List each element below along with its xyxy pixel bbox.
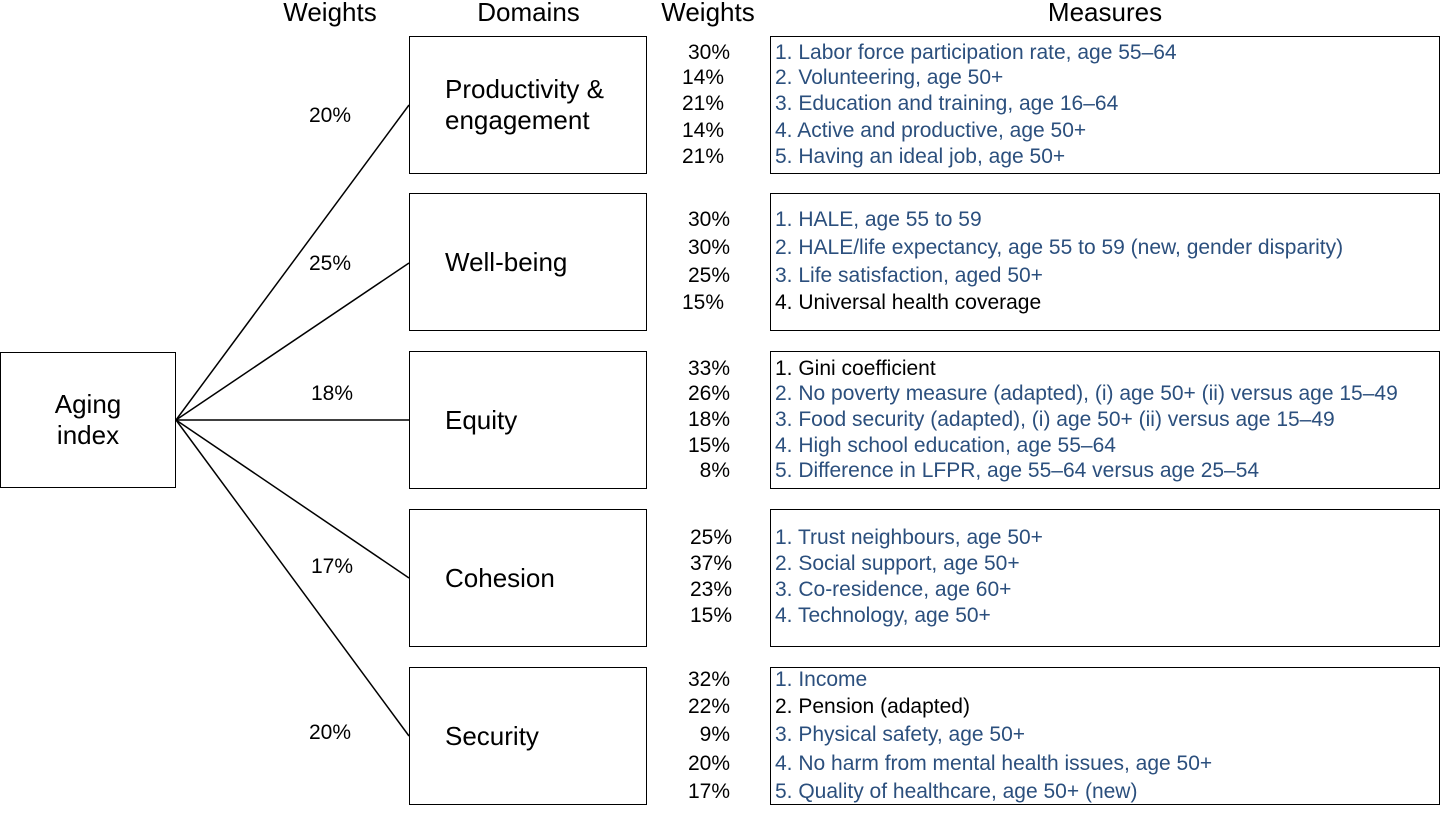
- measures-box-equity: [770, 351, 1440, 489]
- measure-text: 4. High school education, age 55–64: [775, 434, 1116, 457]
- measure-weight: 30%: [687, 41, 730, 64]
- aging-index-box: Aging index: [0, 352, 176, 488]
- measure-text: 2. Social support, age 50+: [775, 552, 1020, 575]
- domain-label: Cohesion: [445, 562, 555, 593]
- domain-box-equity: Equity: [409, 351, 647, 489]
- connector-line-productivity: [175, 104, 410, 421]
- domains-header: Domains: [477, 0, 580, 27]
- measure-weight: 21%: [681, 92, 724, 115]
- measure-text: 1. Labor force participation rate, age 5…: [775, 41, 1177, 64]
- measure-weight: 23%: [689, 578, 732, 601]
- measure-weight: 25%: [687, 264, 730, 287]
- domain-weight-productivity: 20%: [308, 104, 352, 127]
- measure-text: 5. Having an ideal job, age 50+: [775, 145, 1066, 168]
- measure-text: 2. HALE/life expectancy, age 55 to 59 (n…: [775, 236, 1344, 259]
- measure-text: 3. Physical safety, age 50+: [775, 723, 1026, 746]
- measure-weight: 9%: [699, 723, 730, 746]
- measure-text: 3. Life satisfaction, aged 50+: [775, 264, 1043, 287]
- measure-weight: 33%: [687, 357, 730, 380]
- measure-weight: 14%: [681, 66, 724, 89]
- domain-box-security: Security: [409, 667, 647, 805]
- measure-text: 4. No harm from mental health issues, ag…: [775, 752, 1213, 775]
- measure-weight: 32%: [687, 668, 730, 691]
- measure-text: 4. Active and productive, age 50+: [775, 119, 1087, 142]
- domain-weight-equity: 18%: [310, 382, 354, 405]
- domain-label: Well-being: [445, 246, 568, 277]
- measure-text: 1. HALE, age 55 to 59: [775, 208, 982, 231]
- measure-text: 4. Universal health coverage: [775, 291, 1042, 314]
- measure-weight: 14%: [681, 119, 724, 142]
- measure-weight: 26%: [687, 382, 730, 405]
- connector-line-cohesion: [175, 419, 410, 579]
- domain-weight-wellbeing: 25%: [308, 252, 352, 275]
- measure-text: 1. Income: [775, 668, 868, 691]
- measure-text: 5. Quality of healthcare, age 50+ (new): [775, 780, 1138, 803]
- measure-weight: 15%: [687, 434, 730, 457]
- measure-weight: 21%: [681, 145, 724, 168]
- measures-box-cohesion: [770, 509, 1440, 647]
- domain-weight-security: 20%: [308, 721, 352, 744]
- measure-text: 2. Pension (adapted): [775, 695, 970, 718]
- measure-text: 1. Trust neighbours, age 50+: [775, 526, 1043, 549]
- measure-weight: 37%: [689, 552, 732, 575]
- domain-box-productivity: Productivity & engagement: [409, 36, 647, 174]
- weights-header-right: Weights: [661, 0, 755, 27]
- measure-text: 3. Food security (adapted), (i) age 50+ …: [775, 408, 1335, 431]
- measure-weight: 15%: [689, 604, 732, 627]
- weights-header-left: Weights: [283, 0, 377, 27]
- measure-text: 5. Difference in LFPR, age 55–64 versus …: [775, 459, 1260, 482]
- measure-weight: 30%: [687, 236, 730, 259]
- domain-label: Equity: [445, 404, 518, 435]
- measure-weight: 8%: [699, 459, 730, 482]
- measure-text: 3. Education and training, age 16–64: [775, 92, 1119, 115]
- measures-header: Measures: [1047, 0, 1163, 27]
- measure-weight: 20%: [687, 752, 730, 775]
- measures-box-productivity: [770, 36, 1440, 174]
- measure-weight: 17%: [687, 780, 730, 803]
- domain-label: Productivity & engagement: [445, 74, 604, 135]
- measure-weight: 22%: [687, 695, 730, 718]
- connector-line-security: [175, 419, 410, 737]
- measure-text: 2. Volunteering, age 50+: [775, 66, 1004, 89]
- connector-line-wellbeing: [175, 262, 410, 421]
- measures-box-wellbeing: [770, 193, 1440, 331]
- measure-weight: 18%: [687, 408, 730, 431]
- measure-weight: 15%: [681, 291, 724, 314]
- aging-index-label: Aging index: [54, 389, 122, 450]
- measure-text: 4. Technology, age 50+: [775, 604, 991, 627]
- measure-text: 2. No poverty measure (adapted), (i) age…: [775, 382, 1398, 405]
- domain-label: Security: [445, 720, 539, 751]
- measure-text: 3. Co-residence, age 60+: [775, 578, 1012, 601]
- domain-weight-cohesion: 17%: [310, 555, 354, 578]
- measure-weight: 25%: [689, 526, 732, 549]
- measure-text: 1. Gini coefficient: [775, 357, 936, 380]
- measure-weight: 30%: [687, 208, 730, 231]
- domain-box-wellbeing: Well-being: [409, 193, 647, 331]
- domain-box-cohesion: Cohesion: [409, 509, 647, 647]
